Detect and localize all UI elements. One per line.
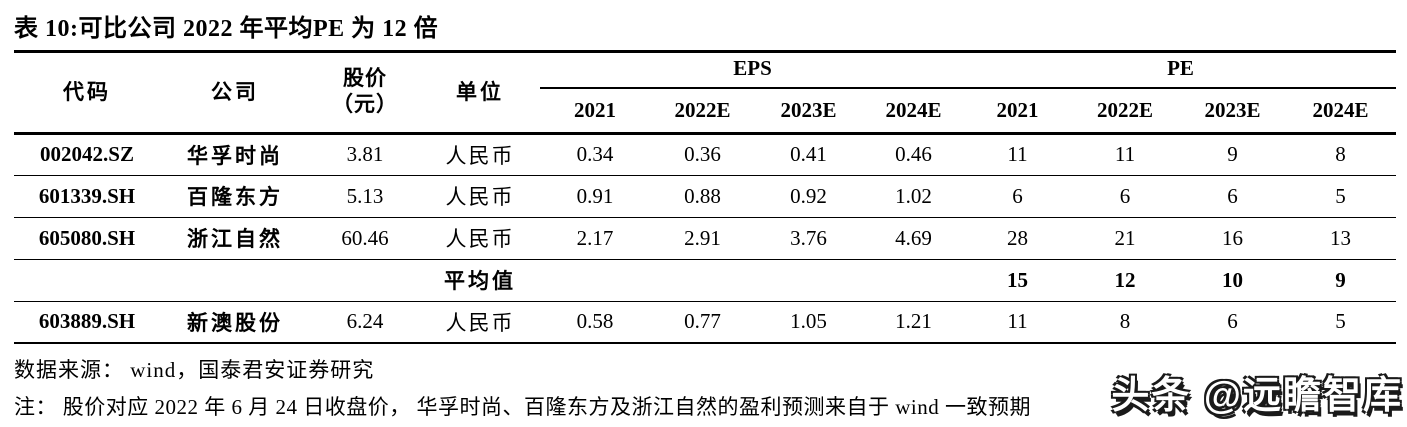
cell-eps-2021: 0.58: [576, 309, 614, 334]
cell-code: 601339.SH: [38, 183, 136, 208]
col-header-code: 代码: [63, 79, 111, 104]
cell-pe-2024e: 8: [1335, 142, 1346, 166]
cell-avg-pe-2024e: 9: [1335, 267, 1346, 292]
cell-eps-2024e: 0.46: [895, 142, 932, 166]
cell-pe-2022e: 6: [1119, 183, 1131, 208]
watermark-text: 头条 @远瞻智库: [1111, 375, 1403, 417]
col-header-eps-2021: 2021: [574, 97, 616, 122]
cell-price: 3.81: [346, 142, 384, 166]
cell-price: 6.24: [346, 309, 384, 334]
cell-company: 华孚时尚: [187, 143, 283, 168]
header-year-row: 2021 2022E 2023E 2024E 2021 2022E 2023E …: [14, 88, 1396, 133]
cell-eps-2022e: 0.77: [684, 309, 721, 334]
cell-empty: [755, 259, 862, 301]
cell-eps-2022e: 2.91: [684, 225, 721, 250]
cell-pe-2023e: 6: [1227, 183, 1238, 208]
col-header-eps-2024e: 2024E: [885, 97, 942, 122]
cell-code: 605080.SH: [38, 225, 136, 250]
cell-price: 60.46: [341, 225, 389, 250]
col-header-price-line2: （元）: [332, 91, 398, 116]
group-header-pe: PE: [965, 50, 1397, 89]
cell-eps-2023e: 3.76: [790, 225, 827, 250]
cell-eps-2021: 0.91: [576, 183, 614, 208]
col-header-pe-2022e: 2022E: [1097, 97, 1154, 122]
col-header-price: 股价 （元）: [310, 50, 420, 133]
cell-company: 新澳股份: [187, 310, 283, 335]
cell-pe-2021: 11: [1007, 309, 1028, 334]
cell-eps-2023e: 1.05: [790, 309, 827, 334]
table-title: 表 10:可比公司 2022 年平均PE 为 12 倍: [14, 16, 439, 42]
cell-unit: 人民币: [445, 227, 515, 251]
col-header-eps-2023e: 2023E: [780, 97, 837, 122]
col-header-pe-2021: 2021: [996, 97, 1039, 122]
cell-pe-2022e: 11: [1114, 142, 1136, 166]
cell-eps-2024e: 4.69: [895, 225, 932, 250]
col-header-unit: 单位: [456, 79, 504, 104]
cell-pe-2021: 28: [1007, 225, 1029, 250]
cell-code: 603889.SH: [38, 309, 136, 334]
cell-eps-2022e: 0.36: [684, 142, 721, 166]
cell-eps-2022e: 0.88: [684, 183, 721, 208]
cell-pe-2024e: 5: [1335, 309, 1346, 334]
comparable-companies-table: 代码 公司 股价 （元） 单位 EPS PE 2021 2022E 2023E …: [14, 50, 1397, 344]
cell-unit: 人民币: [445, 310, 515, 335]
cell-pe-2023e: 6: [1227, 309, 1238, 334]
cell-eps-2023e: 0.41: [790, 142, 827, 166]
footnote-text: 注： 股价对应 2022 年 6 月 24 日收盘价， 华孚时尚、百隆东方及浙江…: [14, 395, 1031, 419]
table-row-average: 平均值 15 12 10 9: [14, 259, 1397, 301]
cell-unit: 人民币: [445, 185, 515, 209]
data-source-text: 数据来源： wind，国泰君安证券研究: [14, 358, 375, 382]
header-group-row: 代码 公司 股价 （元） 单位 EPS PE: [14, 50, 1397, 116]
cell-pe-2023e: 9: [1227, 142, 1238, 166]
cell-company: 浙江自然: [187, 227, 283, 251]
cell-pe-2022e: 8: [1119, 309, 1131, 334]
cell-empty: [650, 259, 755, 301]
col-header-eps-2022e: 2022E: [674, 97, 731, 122]
cell-pe-2022e: 21: [1114, 225, 1136, 250]
cell-unit: 人民币: [445, 143, 515, 168]
cell-pe-2021: 6: [1012, 183, 1023, 208]
cell-company: 百隆东方: [187, 185, 283, 209]
cell-average-label: 平均值: [444, 269, 516, 293]
cell-eps-2023e: 0.92: [790, 183, 827, 208]
cell-pe-2024e: 5: [1335, 183, 1346, 208]
cell-empty: [862, 259, 965, 301]
col-header-pe-2024e: 2024E: [1312, 97, 1369, 122]
col-header-company: 公司: [211, 79, 259, 104]
cell-eps-2021: 2.17: [576, 225, 614, 250]
cell-code: 002042.SZ: [40, 142, 134, 166]
col-header-pe-2023e: 2023E: [1204, 97, 1261, 122]
cell-eps-2024e: 1.02: [895, 183, 932, 208]
cell-eps-2024e: 1.21: [895, 309, 932, 334]
table-row-bailong: 601339.SH 百隆东方 5.13 人民币 0.91 0.88 0.92 1…: [14, 175, 1397, 217]
cell-eps-2021: 0.34: [576, 142, 614, 166]
cell-empty: [540, 259, 650, 301]
cell-avg-pe-2021: 15: [1007, 267, 1029, 292]
table-header: 代码 公司 股价 （元） 单位 EPS PE 2021 2022E 2023E …: [14, 50, 1397, 133]
cell-pe-2023e: 16: [1222, 225, 1244, 250]
cell-pe-2021: 11: [1007, 142, 1028, 166]
table-row-huafu: 002042.SZ 华孚时尚 3.81 人民币 0.34 0.36 0.41 0…: [14, 133, 1397, 175]
table-row-zhejiang: 605080.SH 浙江自然 60.46 人民币 2.17 2.91 3.76 …: [14, 217, 1397, 259]
cell-empty: [14, 259, 160, 301]
cell-empty: [160, 259, 310, 301]
col-header-price-line1: 股价: [343, 65, 387, 90]
group-header-eps: EPS: [540, 50, 966, 89]
cell-pe-2024e: 13: [1330, 225, 1352, 250]
table-row-xinao: 603889.SH 新澳股份 6.24 人民币 0.58 0.77 1.05 1…: [14, 301, 1397, 343]
cell-avg-pe-2022e: 12: [1114, 267, 1136, 292]
cell-avg-pe-2023e: 10: [1222, 267, 1244, 292]
cell-price: 5.13: [346, 183, 384, 208]
cell-empty: [310, 259, 420, 301]
table-title-block: 表 10:可比公司 2022 年平均PE 为 12 倍: [14, 8, 1396, 53]
